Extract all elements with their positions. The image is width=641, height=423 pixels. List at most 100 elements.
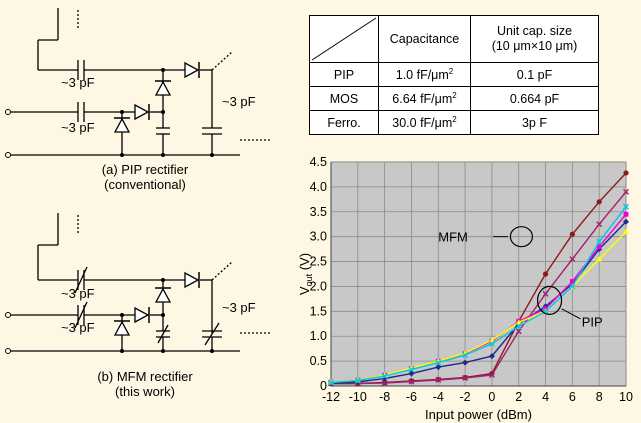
data-point [435,364,442,371]
table-row: PIP 1.0 fF/μm2 0.1 pF [309,62,599,87]
data-point [381,375,388,382]
data-point [381,373,388,380]
y-axis-label-main: V [297,286,312,295]
header-capacitance: Capacitance [378,15,471,63]
data-point [596,244,602,250]
data-point [569,283,576,290]
cap-label-bottom-2: ~3 pF [61,320,95,335]
mfm-circle [509,226,534,248]
corner-cell [309,15,379,63]
mfm-rectifier-schematic [5,213,270,354]
pip-label: PIP [582,314,603,329]
cap-label-top-3: ~3 pF [222,94,256,109]
data-point [623,211,629,217]
data-point [542,271,549,277]
x-tick-label: -4 [433,390,444,404]
x-tick-label: 0 [488,390,495,404]
data-point [569,231,575,237]
data-point [435,377,442,384]
data-point [569,279,575,284]
row-name: Ferro. [309,110,379,135]
data-point [488,372,495,379]
y-tick-label: 2.5 [310,255,327,269]
series-line [330,206,627,384]
table-row: MOS 6.64 fF/μm2 0.664 pF [309,86,599,111]
x-axis-label: Input power (dBm) [425,407,532,422]
data-point [488,340,495,347]
data-point [462,359,469,366]
x-tick-label: 6 [569,390,576,404]
caption-b: (b) MFM rectifier (this work) [60,369,230,399]
data-point [408,378,415,385]
y-axis-label-sub: out [304,273,314,286]
pip-pointer [561,308,581,320]
row-capacitance-value: 6.64 fF/μm [392,91,453,106]
row-capacitance: 1.0 fF/μm2 [378,62,471,87]
caption-a-line2: (conventional) [104,177,186,192]
data-point [435,359,442,366]
caption-b-line2: (this work) [115,384,175,399]
data-point [462,375,469,382]
x-tick-label: 8 [596,390,603,404]
row-capacitance-exp: 2 [452,114,457,124]
data-point [515,328,522,335]
row-unit: 3p F [470,110,599,135]
y-tick-label: 0.5 [310,354,327,368]
data-point [623,188,629,195]
data-point [354,377,361,384]
y-tick-label: 2.0 [310,279,327,293]
y-tick-label: 3.5 [310,205,327,219]
caption-a-line1: (a) PIP rectifier [101,162,189,177]
y-tick-label: 1.0 [310,329,327,343]
pip-circle [536,285,563,315]
row-capacitance-value: 30.0 fF/μm [392,115,453,130]
caption-a: (a) PIP rectifier (conventional) [60,162,230,192]
x-tick-label: -8 [379,390,390,404]
series-line [330,231,627,383]
cap-label-bottom-1: ~3 pF [61,286,95,301]
y-tick-label: 0 [320,379,327,393]
row-name: MOS [309,86,379,111]
data-point [515,323,522,330]
series-group [328,170,629,387]
data-point [623,203,629,210]
vout-chart: 0 0.5 1.0 1.5 2.0 2.5 3.0 3.5 4.0 4.5 -12 -10 -8 -6 -4… [297,155,633,422]
y-axis-label: Vout (V) [297,253,314,295]
cap-label-top-1: ~3 pF [61,75,95,90]
data-point [569,256,576,263]
row-name: PIP [309,62,379,87]
cap-label-top-2: ~3 pF [61,120,95,135]
axes [330,162,626,387]
pip-rectifier-schematic [5,8,270,158]
y-tick-label: 4.5 [310,155,327,169]
row-capacitance: 6.64 fF/μm2 [378,86,471,111]
y-axis-label-unit: (V) [297,253,312,274]
data-point [596,221,603,228]
x-tick-label: -12 [322,390,340,404]
y-tick-label: 3.0 [310,230,327,244]
data-point [542,290,549,297]
caption-b-line1: (b) MFM rectifier [97,369,193,384]
data-point [408,366,415,373]
data-point [623,170,629,176]
data-point [596,199,602,205]
data-point [596,238,603,245]
series-line [331,191,627,385]
data-point [462,352,469,359]
annotations: MFM PIP [438,226,603,329]
mfm-label: MFM [438,230,468,245]
x-tick-label: 10 [619,390,633,404]
x-tick-label: 4 [542,390,549,404]
row-capacitance-exp: 2 [452,90,457,100]
data-point [623,218,629,225]
row-capacitance: 30.0 fF/μm2 [378,110,471,135]
tick-labels: 0 0.5 1.0 1.5 2.0 2.5 3.0 3.5 4.0 4.5 -12 -10 -8 -6 -4… [310,155,633,404]
data-point [381,380,388,387]
x-tick-label: -10 [349,390,367,404]
x-tick-label: -2 [460,390,471,404]
data-point [515,319,522,325]
header-unit-size-line2: (10 μm×10 μm) [491,39,578,53]
x-tick-label: 2 [515,390,522,404]
row-unit: 0.1 pF [470,62,599,87]
data-point [488,353,495,360]
